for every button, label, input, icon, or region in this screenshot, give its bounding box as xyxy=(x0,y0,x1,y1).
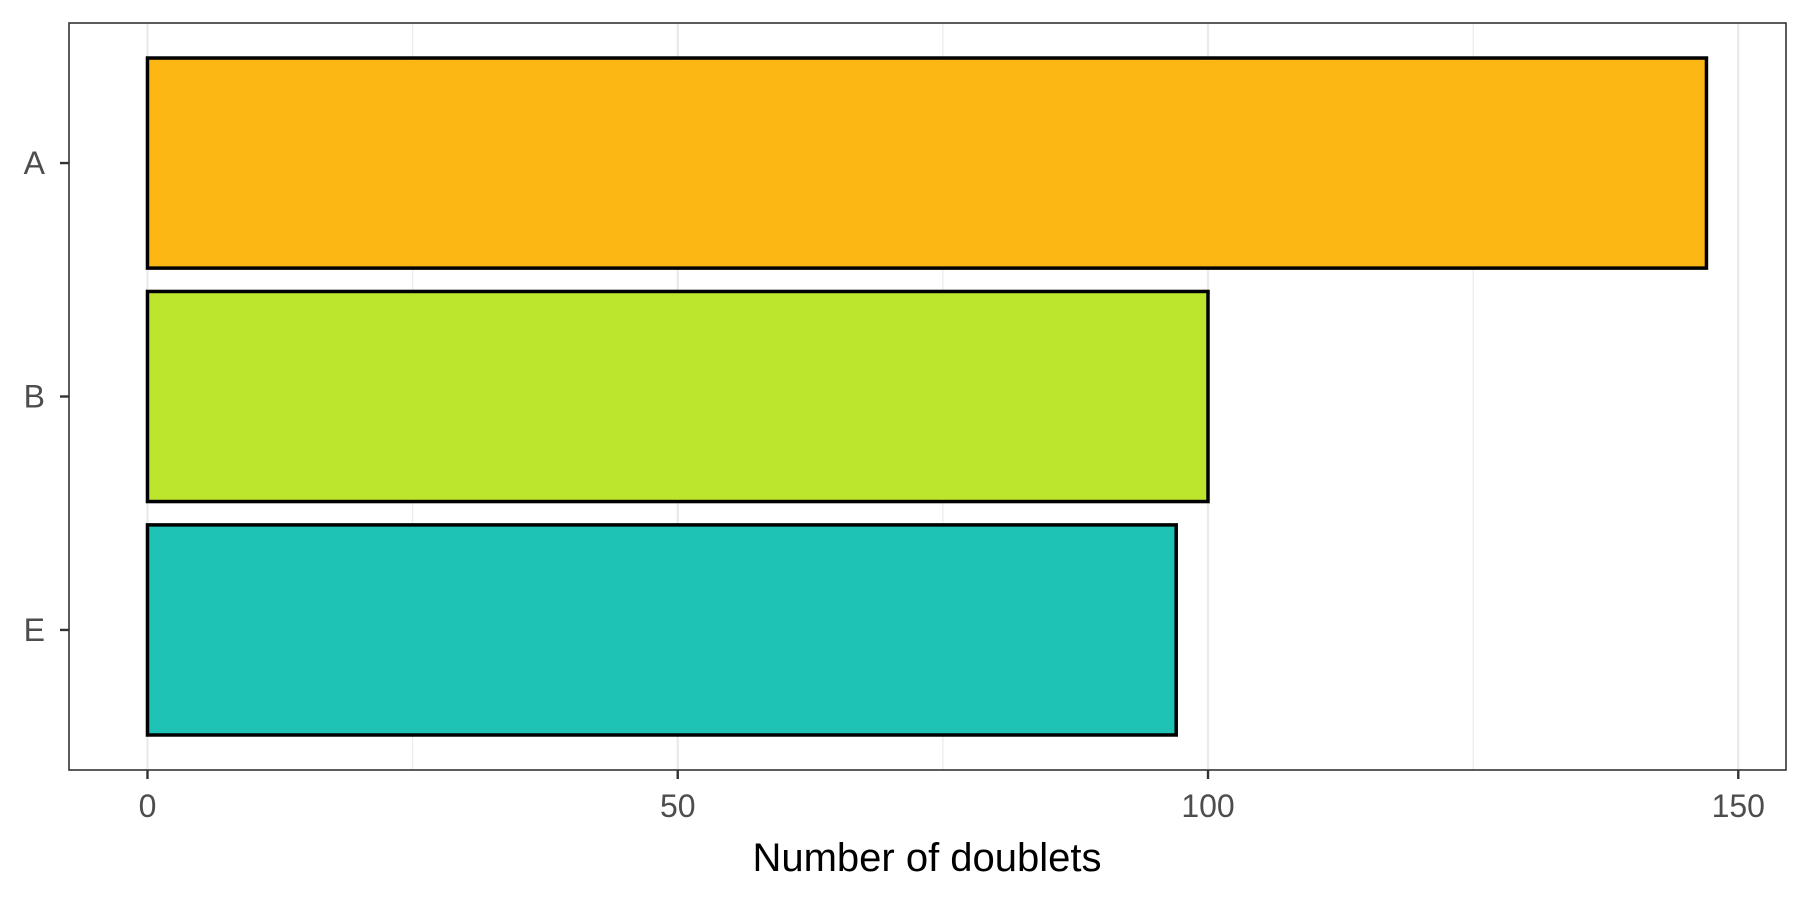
x-tick-label: 50 xyxy=(660,788,696,824)
bars xyxy=(145,56,1709,737)
bar-a xyxy=(145,56,1709,270)
x-tick-label: 150 xyxy=(1712,788,1765,824)
y-tick-label: E xyxy=(24,612,45,648)
y-axis: A B E xyxy=(24,145,69,648)
x-axis-title: Number of doublets xyxy=(752,836,1101,880)
x-tick-label: 0 xyxy=(139,788,157,824)
x-tick-label: 100 xyxy=(1181,788,1234,824)
bar-b xyxy=(145,289,1210,504)
x-axis: 0 50 100 150 xyxy=(139,770,1765,824)
y-tick-label: B xyxy=(24,379,45,415)
y-tick-label: A xyxy=(24,145,46,181)
bar-e xyxy=(145,523,1178,737)
